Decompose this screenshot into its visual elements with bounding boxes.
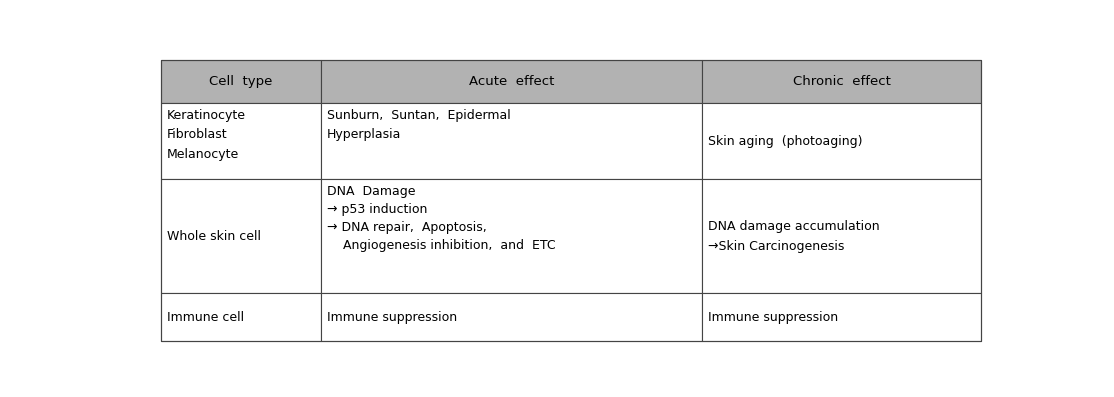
Text: Chronic  effect: Chronic effect [793, 75, 890, 88]
Bar [702, 293, 981, 341]
Text: Immune cell: Immune cell [167, 311, 244, 324]
Bar [160, 60, 321, 104]
Bar [702, 60, 981, 104]
Bar [321, 293, 702, 341]
Text: Immune suppression: Immune suppression [709, 311, 839, 324]
Text: Skin aging  (photoaging): Skin aging (photoaging) [709, 135, 862, 148]
Text: DNA damage accumulation
→Skin Carcinogenesis: DNA damage accumulation →Skin Carcinogen… [709, 220, 880, 252]
Text: DNA  Damage
→ p53 induction
→ DNA repair,  Apoptosis,
    Angiogenesis inhibitio: DNA Damage → p53 induction → DNA repair,… [326, 185, 556, 252]
Text: Cell  type: Cell type [209, 75, 273, 88]
Bar [321, 179, 702, 293]
Text: Sunburn,  Suntan,  Epidermal
Hyperplasia: Sunburn, Suntan, Epidermal Hyperplasia [326, 109, 510, 141]
Bar [702, 104, 981, 179]
Text: Acute  effect: Acute effect [469, 75, 554, 88]
Bar [321, 104, 702, 179]
Bar [160, 179, 321, 293]
Bar [702, 179, 981, 293]
Bar [160, 293, 321, 341]
Bar [160, 104, 321, 179]
Text: Immune suppression: Immune suppression [326, 311, 457, 324]
Text: Keratinocyte
Fibroblast
Melanocyte: Keratinocyte Fibroblast Melanocyte [167, 109, 246, 161]
Bar [321, 60, 702, 104]
Text: Whole skin cell: Whole skin cell [167, 230, 261, 243]
